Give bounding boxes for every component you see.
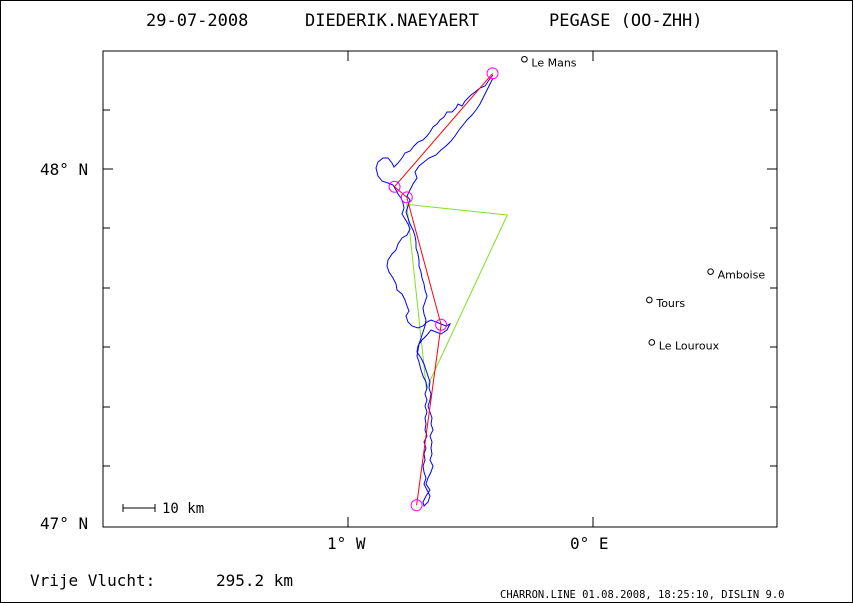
flight-route — [393, 73, 493, 506]
city-markers: Le Mans Amboise Tours Le Louroux — [521, 55, 766, 352]
lon-label-1w: 1° W — [327, 534, 366, 553]
flight-date: 29-07-2008 — [146, 11, 248, 31]
pilot-name: DIEDERIK.NAEYAERT — [305, 11, 479, 31]
turnpoint-marker — [400, 191, 413, 204]
plot-frame — [102, 50, 778, 528]
city-label: Tours — [655, 297, 685, 310]
city-label: Le Louroux — [659, 339, 720, 352]
gps-track — [375, 74, 494, 507]
city-marker-icon — [646, 296, 653, 304]
lat-label-47n: 47° N — [40, 514, 88, 533]
scale-bar-label: 10 km — [162, 501, 204, 517]
turnpoint-marker — [486, 67, 499, 80]
lon-label-0e: 0° E — [570, 534, 609, 553]
axis-ticks — [103, 51, 777, 527]
distance-label: Vrije Vlucht: — [30, 571, 155, 590]
turnpoint-marker — [410, 499, 423, 512]
city-marker-icon — [521, 55, 528, 63]
city-marker-icon — [707, 268, 714, 275]
turnpoint-marker — [435, 318, 448, 331]
glider-name: PEGASE (OO-ZHH) — [549, 11, 703, 31]
credit-text: CHARRON.LINE 01.08.2008, 18:25:10, DISLI… — [500, 589, 784, 601]
distance-value: 295.2 km — [216, 571, 293, 590]
city-marker-icon — [648, 339, 656, 346]
turnpoint-marker — [388, 180, 401, 193]
city-label: Amboise — [718, 269, 766, 282]
turnpoints — [388, 67, 499, 512]
scale-bar — [122, 504, 156, 512]
lat-label-48n: 48° N — [40, 160, 88, 179]
fai-triangle — [406, 203, 509, 391]
city-label: Le Mans — [531, 56, 576, 69]
